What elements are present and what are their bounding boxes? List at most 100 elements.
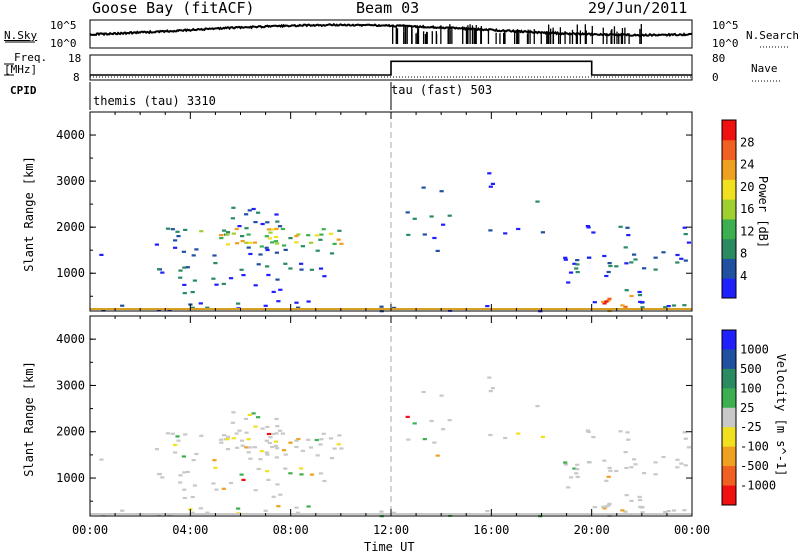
- velocity-cell: [265, 425, 270, 428]
- velocity-cell: [182, 496, 187, 500]
- velocity-cell: [266, 432, 272, 436]
- power-colorbar-cell: [722, 258, 736, 279]
- velocity-cell: [225, 438, 230, 441]
- velocity-cell: [663, 511, 668, 514]
- velocity-colorbar-tick: -100: [740, 440, 769, 454]
- xtick-label: 16:00: [473, 523, 509, 537]
- velocity-cell: [235, 446, 240, 449]
- power-cell: [219, 237, 224, 240]
- velocity-colorbar-tick: -1000: [740, 479, 776, 493]
- velocity-cell: [268, 436, 273, 439]
- power-cell: [173, 239, 178, 242]
- velocity-cell: [306, 438, 311, 441]
- power-ytick-label: 1000: [56, 266, 85, 280]
- velocity-cell: [319, 438, 324, 441]
- velocity-cell: [563, 463, 568, 466]
- velocity-cell: [246, 438, 251, 441]
- power-cell: [244, 213, 249, 216]
- power-cell: [563, 256, 568, 259]
- power-cell: [274, 227, 279, 230]
- power-cell: [275, 220, 280, 223]
- velocity-colorbar-cell: [722, 388, 736, 409]
- velocity-cell: [629, 466, 634, 469]
- velocity-colorbar-tick: 100: [740, 381, 762, 395]
- power-cell: [192, 279, 198, 282]
- power-cell: [629, 294, 634, 298]
- power-cell: [429, 215, 434, 218]
- velocity-cell: [624, 466, 629, 470]
- velocity-cell: [294, 506, 299, 509]
- power-colorbar-tick: 28: [740, 135, 754, 149]
- power-cell: [237, 225, 242, 228]
- power-cell: [339, 242, 344, 245]
- power-cell: [266, 273, 271, 277]
- velocity-cell: [429, 419, 434, 423]
- power-cell: [256, 263, 261, 266]
- power-cell: [626, 234, 631, 237]
- velocity-cell: [686, 446, 692, 449]
- velocity-cell: [535, 405, 540, 408]
- velocity-cell: [300, 449, 306, 452]
- power-cell: [633, 258, 638, 261]
- velocity-cell: [637, 498, 643, 502]
- velocity-cell: [277, 429, 283, 432]
- power-cell: [309, 268, 315, 271]
- power-cell: [271, 228, 276, 231]
- velocity-cell: [271, 495, 276, 498]
- velocity-cell: [540, 435, 546, 438]
- power-cell: [432, 236, 437, 240]
- power-cell: [178, 269, 183, 272]
- noise-bottom-tick: 10^0: [50, 37, 77, 50]
- noise-right-top-tick: 10^5: [712, 19, 739, 32]
- power-cell: [247, 209, 252, 212]
- power-cell: [182, 266, 187, 269]
- velocity-colorbar-cell: [722, 330, 736, 350]
- power-cell: [299, 262, 304, 265]
- power-cell: [328, 232, 334, 235]
- velocity-cell: [435, 454, 440, 457]
- power-cell: [198, 302, 203, 305]
- power-ytick-label: 4000: [56, 128, 85, 142]
- power-cell: [675, 261, 680, 264]
- velocity-ytick-label: 3000: [56, 378, 85, 392]
- velocity-cell: [265, 453, 270, 456]
- power-cell: [675, 253, 680, 257]
- power-cell: [230, 217, 236, 220]
- velocity-cell: [256, 467, 261, 471]
- xtick-label: 00:00: [674, 523, 710, 537]
- station-title: Goose Bay (fitACF): [92, 0, 255, 17]
- velocity-cell: [190, 511, 195, 514]
- velocity-cell: [265, 470, 270, 473]
- beam-title: Beam 03: [356, 0, 420, 17]
- velocity-cell: [568, 476, 574, 479]
- power-cell: [586, 226, 591, 229]
- power-cell: [637, 290, 642, 294]
- power-cell: [225, 243, 231, 246]
- power-cell: [623, 246, 628, 249]
- velocity-cell: [638, 505, 643, 508]
- power-cell: [264, 235, 269, 238]
- power-cell: [490, 182, 496, 185]
- velocity-cell: [247, 413, 252, 416]
- power-cell: [271, 290, 276, 293]
- velocity-cell: [488, 433, 493, 437]
- velocity-cell: [219, 441, 224, 444]
- power-cell: [306, 300, 311, 303]
- power-cell: [165, 227, 171, 230]
- velocity-cell: [607, 502, 612, 505]
- velocity-cell: [309, 473, 315, 476]
- velocity-cell: [222, 434, 227, 437]
- velocity-cell: [633, 463, 638, 466]
- power-cell: [219, 234, 224, 237]
- velocity-cell: [280, 432, 286, 435]
- power-ytick-label: 2000: [56, 220, 85, 234]
- power-cell: [406, 233, 411, 236]
- xtick-label: 00:00: [72, 523, 108, 537]
- power-cell: [251, 207, 256, 211]
- velocity-cell: [299, 473, 304, 476]
- power-cell: [592, 301, 597, 304]
- power-cell: [183, 228, 188, 231]
- time-xlabel: Time UT: [364, 540, 415, 554]
- velocity-cell: [601, 505, 606, 508]
